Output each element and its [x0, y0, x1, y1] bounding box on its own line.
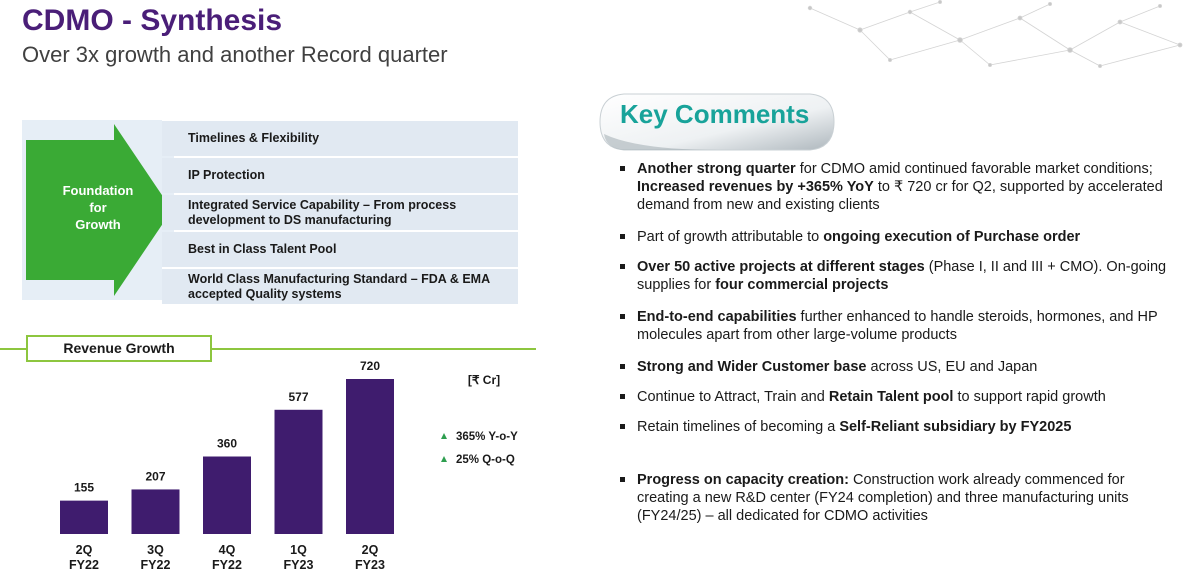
bar: [346, 379, 394, 534]
bar-value-label: 720: [360, 360, 380, 373]
bar-value-label: 360: [217, 437, 237, 451]
comment-item: Over 50 active projects at different sta…: [618, 258, 1178, 294]
comment-item: End-to-end capabilities further enhanced…: [618, 308, 1178, 344]
foundation-label-line: for: [89, 200, 107, 215]
key-comments-banner: [599, 93, 835, 151]
bar-value-label: 577: [288, 390, 308, 404]
foundation-panel: Foundation for Growth Timelines & Flexib…: [22, 118, 518, 304]
comment-text: Continue to Attract, Train and: [637, 389, 829, 405]
revenue-divider: [0, 348, 536, 350]
bullet-square-icon: [620, 234, 625, 239]
triangle-up-icon: [441, 433, 447, 439]
foundation-label-line: Foundation: [62, 183, 134, 198]
key-comments-title: Key Comments: [620, 99, 810, 129]
comment-item: Another strong quarter for CDMO amid con…: [618, 160, 1178, 214]
triangle-up-icon: [441, 456, 447, 462]
comment-item: Strong and Wider Customer base across US…: [618, 358, 1178, 376]
comment-text: to ₹ 720 cr for Q2, supported by acceler…: [637, 179, 1163, 213]
chart-bars: 1552QFY222073QFY223604QFY225771QFY237202…: [60, 360, 394, 572]
x-tick-label: FY22: [141, 558, 171, 572]
comment-text: Part of growth attributable to: [637, 229, 824, 245]
x-tick-label: FY23: [355, 558, 385, 572]
x-tick-label: 1Q: [290, 543, 307, 557]
x-tick-label: FY22: [69, 558, 99, 572]
bullet-square-icon: [620, 394, 625, 399]
comment-text: Retain timelines of becoming a: [637, 419, 840, 435]
comment-emphasis: Increased revenues by +365% YoY: [637, 179, 874, 195]
revenue-growth-badge: Revenue Growth: [26, 335, 212, 362]
comment-text: for CDMO amid continued favorable market…: [795, 161, 1153, 177]
comment-emphasis: ongoing execution of Purchase order: [823, 229, 1081, 245]
growth-yoy-text: 365% Y-o-Y: [456, 431, 518, 443]
bar: [203, 456, 251, 534]
comment-emphasis: Over 50 active projects at different sta…: [637, 259, 925, 275]
comment-text: Construction work already commenced for …: [637, 472, 1129, 524]
comment-text: further enhanced to handle steroids, hor…: [637, 309, 1158, 343]
x-tick-label: 3Q: [147, 543, 164, 557]
comment-text: across US, EU and Japan: [866, 359, 1038, 375]
x-tick-label: 2Q: [362, 543, 379, 557]
growth-yoy: 365% Y-o-Y: [441, 431, 518, 443]
foundation-row: World Class Manufacturing Standard – FDA…: [162, 269, 518, 304]
x-tick-label: FY23: [284, 558, 314, 572]
comment-text: (Phase I, II and III + CMO). On-going su…: [637, 259, 1167, 293]
growth-qoq-text: 25% Q-o-Q: [456, 454, 515, 466]
comment-item: Progress on capacity creation: Construct…: [618, 471, 1178, 525]
network-decoration: [807, 0, 1183, 69]
foundation-row: Best in Class Talent Pool: [162, 232, 518, 267]
comment-text: to support rapid growth: [953, 389, 1106, 405]
x-tick-label: FY22: [212, 558, 242, 572]
foundation-rows: Timelines & Flexibility IP Protection In…: [162, 121, 518, 306]
comment-item: Part of growth attributable to ongoing e…: [618, 228, 1178, 246]
bar-value-label: 207: [145, 469, 165, 483]
page-subtitle: Over 3x growth and another Record quarte…: [22, 42, 448, 67]
revenue-bar-chart: [₹ Cr] 365% Y-o-Y 25% Q-o-Q 1552QFY22207…: [60, 360, 518, 572]
bullet-square-icon: [620, 424, 625, 429]
x-tick-label: 4Q: [219, 543, 236, 557]
page-title: CDMO - Synthesis: [22, 4, 283, 37]
bullet-square-icon: [620, 264, 625, 269]
bar-value-label: 155: [74, 481, 94, 495]
comment-emphasis: Another strong quarter: [637, 161, 796, 177]
growth-qoq: 25% Q-o-Q: [441, 454, 515, 466]
comment-emphasis: four commercial projects: [715, 277, 889, 293]
foundation-arrow-shape: [22, 120, 174, 300]
chart-unit-label: [₹ Cr]: [468, 373, 500, 387]
bar: [131, 489, 180, 534]
bullet-square-icon: [620, 364, 625, 369]
comment-emphasis: Retain Talent pool: [828, 389, 954, 405]
bullet-square-icon: [620, 166, 625, 171]
comment-emphasis: End-to-end capabilities: [637, 309, 797, 325]
comment-emphasis: Self-Reliant subsidiary by FY2025: [839, 419, 1072, 435]
bullet-square-icon: [620, 314, 625, 319]
foundation-row: Integrated Service Capability – From pro…: [162, 195, 518, 230]
foundation-row: Timelines & Flexibility: [162, 121, 518, 156]
foundation-row: IP Protection: [162, 158, 518, 193]
foundation-label-line: Growth: [75, 217, 121, 232]
bar: [274, 409, 323, 534]
bullet-square-icon: [620, 477, 625, 482]
foundation-label: Foundation for Growth: [44, 182, 152, 233]
comment-item: Continue to Attract, Train and Retain Ta…: [618, 388, 1178, 406]
bar: [60, 500, 108, 534]
comment-emphasis: Strong and Wider Customer base: [637, 359, 867, 375]
comment-item: Retain timelines of becoming a Self-Reli…: [618, 418, 1178, 436]
x-tick-label: 2Q: [76, 543, 93, 557]
comment-emphasis: Progress on capacity creation:: [637, 472, 849, 488]
